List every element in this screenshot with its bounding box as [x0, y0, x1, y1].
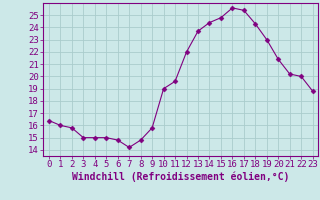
X-axis label: Windchill (Refroidissement éolien,°C): Windchill (Refroidissement éolien,°C) — [72, 172, 290, 182]
